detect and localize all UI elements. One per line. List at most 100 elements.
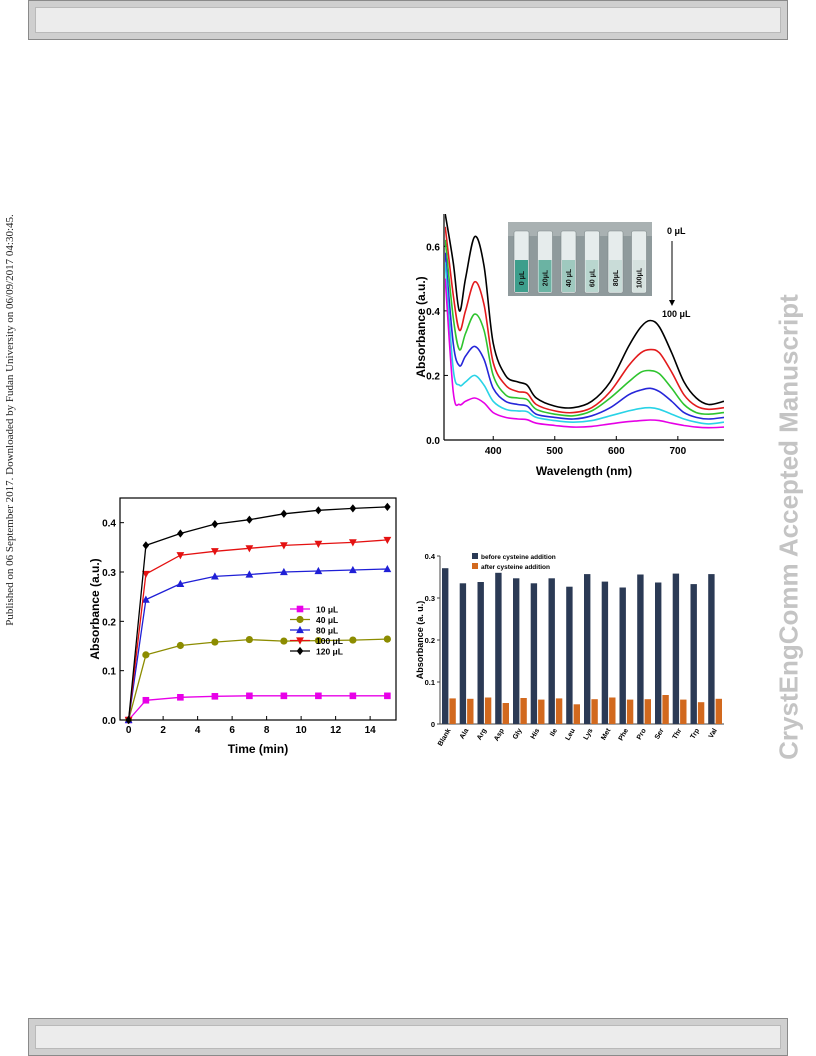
- data-point: [245, 570, 254, 578]
- page-footer-inner: [35, 1025, 781, 1049]
- y-axis-label: Absorbance (a. u.): [415, 601, 425, 680]
- x-axis-label: Time (min): [228, 742, 288, 756]
- download-notice-text: Published on 06 September 2017. Download…: [4, 214, 16, 626]
- x-tick-label: 12: [330, 725, 342, 736]
- bar-after: [662, 695, 669, 724]
- series-line-2: [127, 638, 388, 721]
- spectrum-line-6: [445, 278, 724, 429]
- legend-label: after cysteine addition: [481, 564, 550, 571]
- data-point: [383, 564, 392, 573]
- spectrum-line-4: [445, 252, 724, 420]
- bar-after: [573, 704, 580, 724]
- category-label: Asp: [493, 728, 506, 743]
- y-tick-label: 0.1: [102, 667, 116, 678]
- category-label: Met: [600, 727, 612, 742]
- bar-before: [548, 578, 555, 724]
- legend-marker: [296, 615, 304, 624]
- data-point: [348, 539, 357, 547]
- legend-label: before cysteine addition: [481, 554, 556, 561]
- data-point: [383, 635, 391, 643]
- bar-before: [601, 581, 609, 724]
- legend-label: 40 μL: [316, 615, 338, 625]
- bar-before: [708, 574, 715, 724]
- y-tick-label: 0.3: [425, 594, 435, 603]
- category-label: Ile: [549, 727, 559, 737]
- axes: 0.0 0.1 0.2 0.3 0.4 0 2 4 6 8 10 12 14 Time (min) Abso…: [90, 497, 397, 756]
- y-tick-label: 0.6: [426, 242, 440, 253]
- y-axis-label: Absorbance (a.u.): [90, 558, 102, 659]
- category-label: Val: [708, 727, 719, 739]
- bar-after: [467, 698, 474, 724]
- x-tick-label: 10: [296, 725, 308, 736]
- data-point: [246, 515, 253, 524]
- absorbance-kinetics-chart: 0.0 0.1 0.2 0.3 0.4 0 2 4 6 8 10 12 14 Time (min) Abso…: [90, 497, 397, 756]
- data-point: [245, 635, 253, 644]
- bar-before: [495, 572, 502, 724]
- y-tick-label: 0.4: [102, 519, 116, 530]
- legend-swatch: [472, 563, 478, 569]
- series-line-3: [127, 568, 388, 721]
- data-point: [176, 641, 184, 650]
- legend-label: 10 μL: [316, 605, 338, 615]
- y-tick-label: 0.0: [426, 436, 440, 447]
- spectrum-line-3: [445, 239, 724, 417]
- vial-label: 100μL: [637, 267, 644, 288]
- data-point: [349, 504, 357, 513]
- arrow-start-label: 0 μL: [667, 226, 686, 236]
- download-notice: Published on 06 September 2017. Download…: [0, 0, 20, 1056]
- category-label: Lys: [583, 727, 595, 741]
- series-line-1: [128, 695, 388, 721]
- category-label: Ala: [459, 727, 471, 740]
- category-label: Thr: [672, 727, 684, 741]
- x-tick-label: 700: [670, 446, 687, 457]
- category-label: Blank: [437, 727, 453, 747]
- data-point: [177, 694, 184, 701]
- page-header-inner: [35, 7, 781, 33]
- bar-after: [591, 699, 598, 724]
- y-axis-label: Absorbance (a.u.): [414, 276, 428, 377]
- vial-solution: [632, 260, 646, 292]
- watermark-text: CrystEngComm Accepted Manuscript: [773, 294, 804, 760]
- category-label: Pro: [636, 728, 648, 742]
- data-point: [280, 509, 288, 518]
- data-point: [177, 529, 184, 538]
- bar-before: [690, 584, 697, 724]
- spectrum-line-5: [445, 262, 724, 425]
- data-point: [280, 692, 288, 700]
- data-point: [246, 692, 253, 700]
- arrow-end-label: 100 μL: [662, 309, 691, 319]
- vial-label: 20μL: [543, 269, 550, 286]
- data-point: [279, 567, 288, 576]
- y-tick-label: 0.0: [102, 716, 116, 727]
- y-tick-label: 0.2: [102, 617, 116, 628]
- vial-photo-inset: 0 μL 20μL 40 μL 60 μL 80μL 100μL 0 μL 100 μL: [508, 222, 691, 319]
- bar-before: [477, 582, 484, 724]
- data-point: [176, 552, 185, 560]
- y-tick-label: 0.4: [426, 307, 440, 318]
- page-footer-bar: [28, 1018, 788, 1056]
- data-point: [176, 579, 185, 587]
- data-point: [279, 542, 288, 550]
- vial-label: 60 μL: [590, 268, 597, 287]
- y-tick-label: 0.2: [426, 371, 440, 382]
- bar-before: [442, 568, 449, 724]
- x-tick-label: 8: [264, 725, 270, 736]
- legend-label: 120 μL: [316, 647, 343, 657]
- figure-absorption-spectra: 0.0 0.2 0.4 0.6 400 500 600 700 Wavelength (nm) A…: [412, 214, 724, 480]
- bar-after: [520, 698, 527, 724]
- data-point: [280, 637, 288, 645]
- data-point: [210, 572, 219, 580]
- series-line-4: [127, 539, 388, 721]
- legend-marker: [296, 646, 304, 656]
- data-point: [383, 536, 392, 545]
- category-label: Gly: [512, 727, 524, 740]
- accepted-manuscript-watermark: CrystEngComm Accepted Manuscript: [762, 0, 816, 1056]
- data-point: [384, 692, 391, 700]
- data-point: [348, 565, 357, 574]
- data-point: [211, 693, 219, 700]
- category-label: Ser: [654, 727, 666, 741]
- figure-absorbance-kinetics: 0.0 0.1 0.2 0.3 0.4 0 2 4 6 8 10 12 14 Time (min) Abso…: [90, 496, 398, 758]
- vial-solution: [609, 260, 622, 292]
- amino-acid-selectivity-chart: 0 0.1 0.2 0.3 0.4 Absorbance (a. u.) Blank Ala A…: [415, 552, 724, 748]
- plot-frame: [119, 497, 397, 721]
